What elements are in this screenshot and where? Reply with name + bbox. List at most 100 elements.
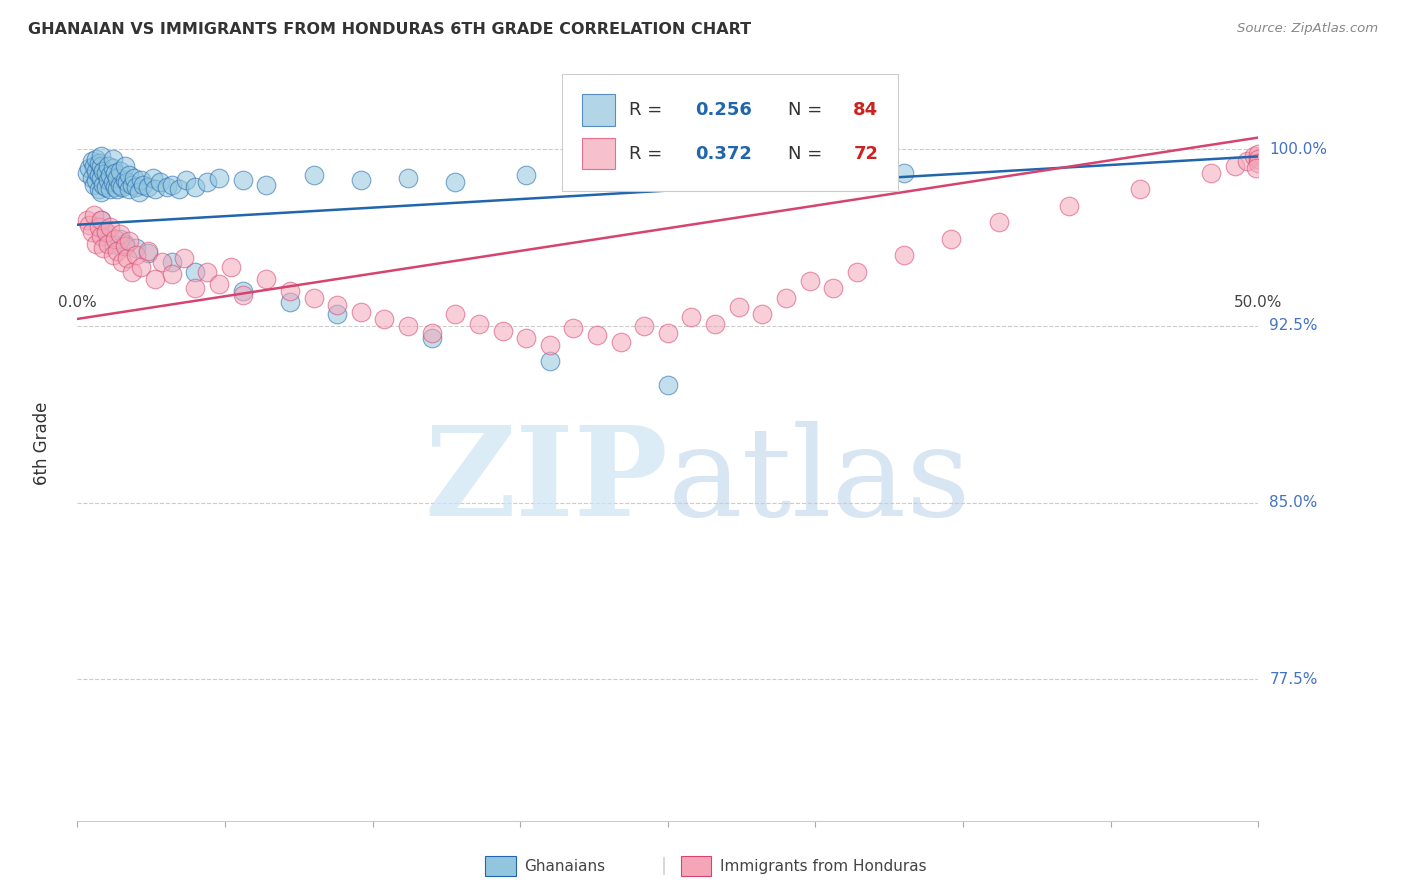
Point	[108, 232, 131, 246]
Point	[1223, 159, 1246, 173]
Point	[104, 166, 127, 180]
Text: 85.0%: 85.0%	[1270, 495, 1317, 510]
Point	[444, 175, 467, 189]
Point	[1199, 166, 1222, 180]
Point	[515, 331, 537, 345]
Point	[101, 175, 124, 189]
Point	[90, 170, 112, 185]
Point	[751, 307, 773, 321]
Point	[84, 173, 107, 187]
Point	[104, 232, 127, 246]
Point	[125, 180, 148, 194]
Point	[83, 208, 105, 222]
Text: 6th Grade: 6th Grade	[32, 402, 51, 485]
Point	[84, 163, 107, 178]
Point	[83, 178, 105, 192]
Point	[87, 220, 110, 235]
Point	[90, 213, 112, 227]
Point	[90, 213, 112, 227]
Point	[87, 168, 110, 182]
Point	[396, 170, 419, 185]
Text: 77.5%: 77.5%	[1270, 672, 1317, 687]
Point	[149, 175, 172, 189]
Point	[420, 326, 443, 340]
Point	[83, 159, 105, 173]
Point	[586, 328, 609, 343]
Point	[727, 300, 749, 314]
Point	[97, 173, 120, 187]
Point	[184, 180, 207, 194]
Point	[184, 281, 207, 295]
Point	[80, 154, 103, 169]
Text: R =: R =	[628, 101, 668, 119]
Point	[799, 274, 821, 288]
FancyBboxPatch shape	[561, 74, 898, 191]
Point	[107, 170, 129, 185]
Point	[91, 241, 114, 255]
Point	[167, 182, 190, 196]
Point	[232, 284, 254, 298]
Point	[562, 173, 585, 187]
Point	[129, 260, 152, 274]
Point	[1243, 149, 1265, 163]
Point	[136, 244, 159, 258]
Point	[84, 236, 107, 251]
Point	[90, 229, 112, 244]
Point	[87, 182, 110, 196]
Point	[195, 265, 218, 279]
Point	[118, 168, 141, 182]
Point	[128, 185, 150, 199]
Point	[1247, 156, 1270, 170]
Point	[80, 170, 103, 185]
Point	[538, 338, 561, 352]
Point	[373, 312, 395, 326]
Point	[208, 170, 231, 185]
Text: N =: N =	[789, 101, 828, 119]
Text: R =: R =	[628, 145, 668, 162]
Point	[254, 272, 277, 286]
Point	[90, 159, 112, 173]
Point	[100, 168, 122, 182]
Point	[1059, 199, 1081, 213]
Point	[1247, 147, 1270, 161]
Point	[108, 178, 131, 192]
Point	[114, 173, 136, 187]
Text: 50.0%: 50.0%	[1234, 295, 1282, 310]
Text: Source: ZipAtlas.com: Source: ZipAtlas.com	[1237, 22, 1378, 36]
Point	[254, 178, 277, 192]
Point	[94, 180, 117, 194]
Point	[657, 377, 679, 392]
Point	[278, 284, 301, 298]
Point	[420, 331, 443, 345]
Point	[90, 185, 112, 199]
Point	[129, 173, 152, 187]
Point	[143, 182, 166, 196]
Text: 0.0%: 0.0%	[58, 295, 97, 310]
Point	[396, 318, 419, 333]
Point	[751, 173, 773, 187]
Point	[302, 291, 325, 305]
Point	[94, 166, 117, 180]
Point	[114, 236, 136, 251]
Point	[1247, 152, 1270, 166]
Point	[1236, 154, 1258, 169]
Point	[125, 241, 148, 255]
Point	[136, 180, 159, 194]
Point	[208, 277, 231, 291]
Point	[657, 326, 679, 340]
Point	[775, 291, 797, 305]
Point	[987, 215, 1010, 229]
Point	[1129, 182, 1152, 196]
Point	[350, 305, 373, 319]
Point	[90, 149, 112, 163]
Point	[125, 248, 148, 262]
Point	[160, 255, 183, 269]
Point	[538, 354, 561, 368]
Point	[94, 225, 117, 239]
Point	[115, 251, 138, 265]
Point	[562, 321, 585, 335]
Point	[77, 218, 100, 232]
Point	[350, 173, 373, 187]
Point	[823, 281, 845, 295]
Point	[121, 265, 143, 279]
